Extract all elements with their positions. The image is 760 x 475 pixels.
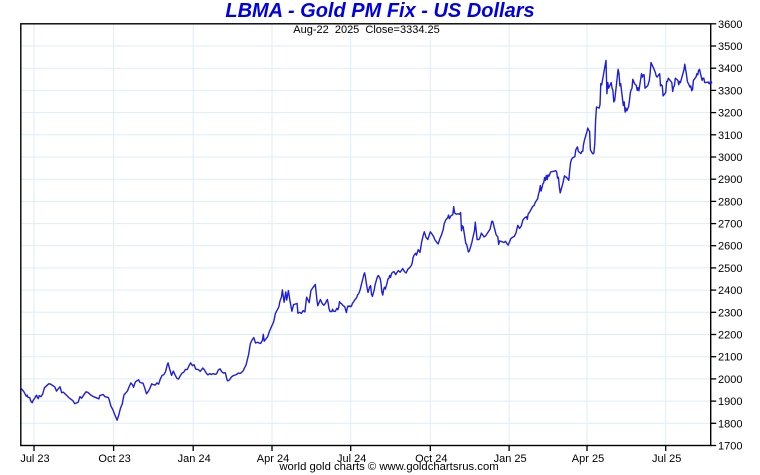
svg-text:3000: 3000	[718, 152, 742, 164]
svg-text:2800: 2800	[718, 196, 742, 208]
svg-text:Jan 25: Jan 25	[494, 453, 527, 465]
svg-text:Apr 24: Apr 24	[257, 453, 289, 465]
svg-text:3400: 3400	[718, 63, 742, 75]
svg-text:3200: 3200	[718, 108, 742, 120]
svg-text:3600: 3600	[718, 19, 742, 31]
svg-text:2600: 2600	[718, 241, 742, 253]
svg-text:1700: 1700	[718, 441, 742, 453]
svg-text:Oct 23: Oct 23	[98, 453, 130, 465]
svg-text:1900: 1900	[718, 396, 742, 408]
svg-text:2400: 2400	[718, 285, 742, 297]
svg-text:2000: 2000	[718, 374, 742, 386]
svg-text:3300: 3300	[718, 85, 742, 97]
svg-text:2500: 2500	[718, 263, 742, 275]
svg-text:2900: 2900	[718, 174, 742, 186]
svg-text:3500: 3500	[718, 41, 742, 53]
svg-text:Oct 24: Oct 24	[415, 453, 447, 465]
svg-text:1800: 1800	[718, 418, 742, 430]
svg-text:Jul 25: Jul 25	[652, 453, 681, 465]
svg-text:Jul 24: Jul 24	[337, 453, 366, 465]
svg-text:2100: 2100	[718, 352, 742, 364]
svg-text:3100: 3100	[718, 130, 742, 142]
svg-text:Jul 23: Jul 23	[20, 453, 49, 465]
svg-text:Apr 25: Apr 25	[572, 453, 604, 465]
svg-text:2700: 2700	[718, 219, 742, 231]
svg-text:Jan 24: Jan 24	[178, 453, 211, 465]
svg-text:2200: 2200	[718, 330, 742, 342]
svg-text:2300: 2300	[718, 307, 742, 319]
